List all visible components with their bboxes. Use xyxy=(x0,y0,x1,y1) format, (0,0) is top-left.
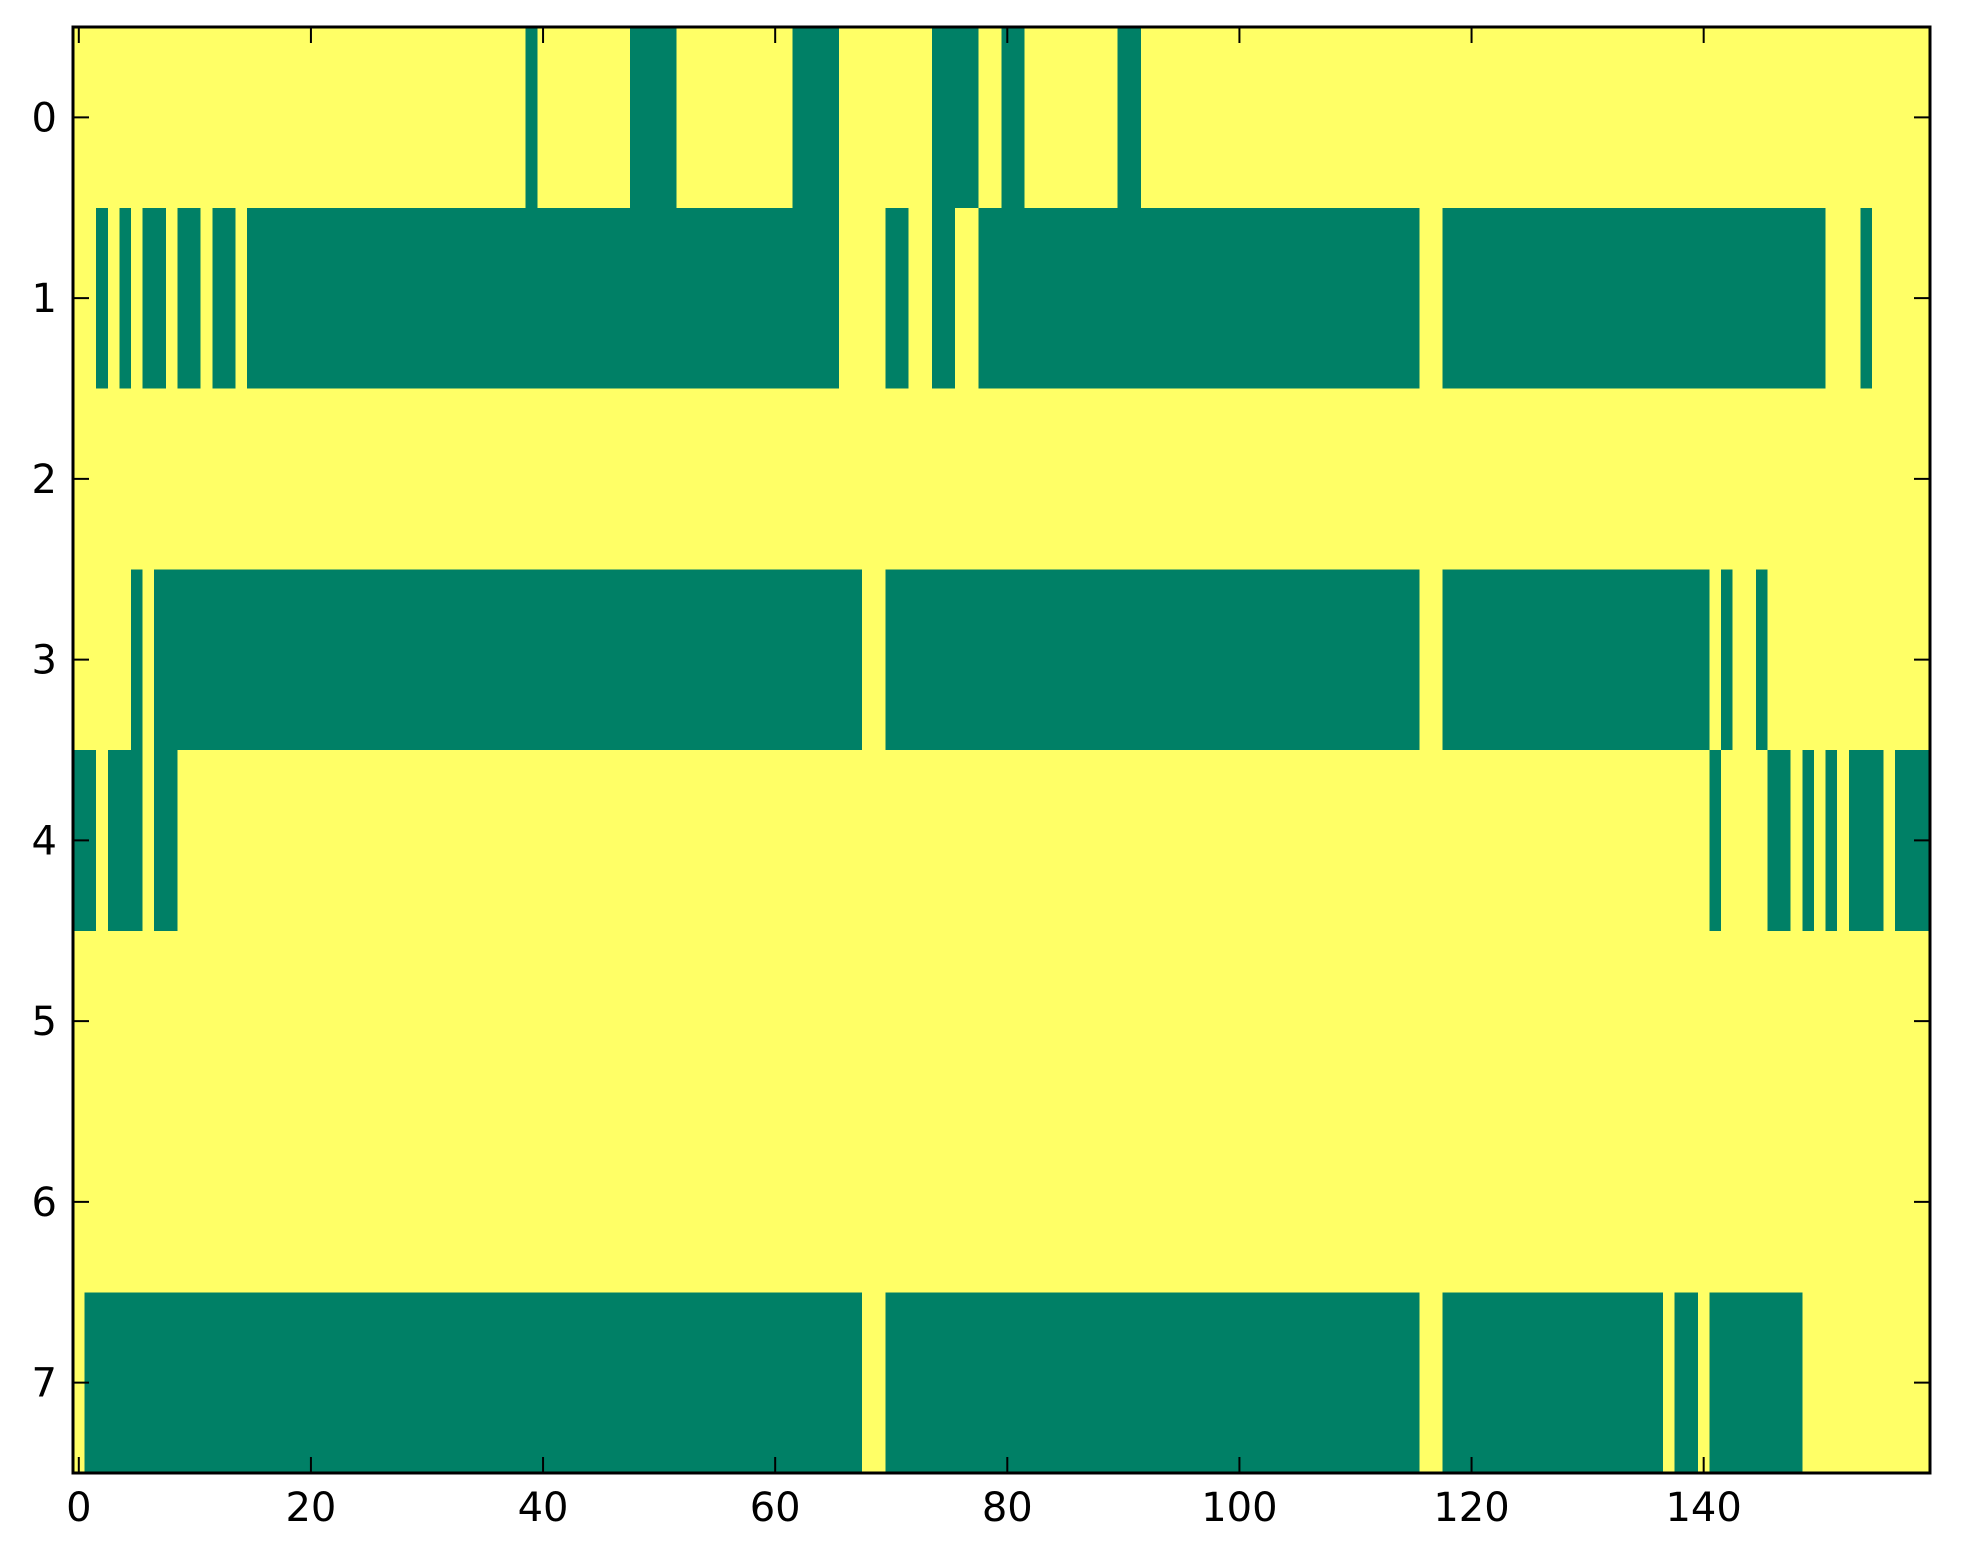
heatmap-cell-run xyxy=(1767,750,1791,931)
heatmap-cell-run xyxy=(792,27,840,208)
heatmap-cell-run xyxy=(177,207,201,389)
heatmap-cell-run xyxy=(931,27,979,208)
x-tick-labels: 0 20 40 60 80 100 120 140 xyxy=(66,1485,1742,1531)
x-tick-label: 0 xyxy=(66,1485,91,1531)
heatmap-cell-run xyxy=(212,207,236,389)
y-tick-label: 5 xyxy=(32,999,57,1045)
heatmap-cell-run xyxy=(1709,1292,1803,1473)
heatmap-cell-run xyxy=(154,750,178,931)
heatmap-cell-run xyxy=(1825,750,1838,931)
y-tick-label: 2 xyxy=(32,457,57,503)
heatmap-cell-run xyxy=(154,569,863,750)
heatmap-cell-run xyxy=(1721,569,1733,750)
heatmap-cell-run xyxy=(1442,1292,1664,1473)
heatmap-cells xyxy=(73,27,1930,1473)
y-tick-label: 6 xyxy=(32,1180,57,1226)
x-tick-label: 80 xyxy=(982,1485,1033,1531)
heatmap-cell-run xyxy=(1709,750,1722,931)
plot-frame xyxy=(71,25,1932,1475)
heatmap-cell-run xyxy=(107,750,143,931)
heatmap-cell-run xyxy=(885,1292,1420,1473)
y-tick-label: 0 xyxy=(32,95,57,141)
axis-ticks xyxy=(73,27,1930,1473)
heatmap-cell-run xyxy=(931,207,956,389)
heatmap-cell-run xyxy=(1802,750,1814,931)
y-tick-labels: 0 1 2 3 4 5 6 7 xyxy=(32,95,57,1406)
x-tick-label: 20 xyxy=(285,1485,336,1531)
y-tick-label: 4 xyxy=(32,818,57,864)
heatmap-cell-run xyxy=(1117,27,1141,208)
heatmap-cell-run xyxy=(1674,1292,1698,1473)
heatmap-cell-run xyxy=(96,207,108,389)
heatmap-cell-run xyxy=(885,207,909,389)
heatmap-cell-run xyxy=(525,27,538,208)
heatmap-cell-run xyxy=(1442,569,1710,750)
heatmap-cell-run xyxy=(1001,27,1025,208)
heatmap-cell-run xyxy=(1755,569,1768,750)
heatmap-cell-run xyxy=(142,207,166,389)
y-tick-label: 7 xyxy=(32,1361,57,1407)
heatmap-cell-run xyxy=(247,207,840,389)
heatmap-cell-run xyxy=(885,569,1420,750)
heatmap-cell-run xyxy=(1848,750,1884,931)
x-tick-label: 140 xyxy=(1665,1485,1741,1531)
heatmap-cell-run xyxy=(978,207,1420,389)
heatmap-cell-run xyxy=(1442,207,1826,389)
heatmap-cell-run xyxy=(131,569,143,750)
heatmap-cell-run xyxy=(630,27,677,208)
x-tick-label: 100 xyxy=(1201,1485,1277,1531)
heatmap-cell-run xyxy=(119,207,132,389)
x-tick-label: 60 xyxy=(750,1485,801,1531)
y-tick-label: 1 xyxy=(32,276,57,322)
x-tick-label: 40 xyxy=(518,1485,569,1531)
y-tick-label: 3 xyxy=(32,638,57,684)
heatmap-cell-run xyxy=(84,1292,863,1473)
heatmap-cell-run xyxy=(1860,207,1872,389)
x-tick-label: 120 xyxy=(1433,1485,1509,1531)
